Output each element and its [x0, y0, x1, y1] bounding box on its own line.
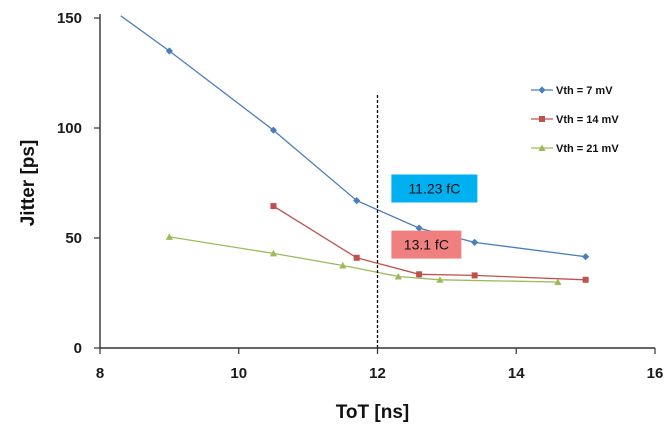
legend-item: Vth = 14 mV [531, 114, 619, 126]
annotation-label: 13.1 fC [404, 237, 449, 253]
y-tick-label: 150 [57, 10, 82, 27]
series-1 [270, 203, 589, 283]
legend-label: Vth = 21 mV [556, 143, 619, 155]
data-point [339, 261, 347, 269]
x-axis-title: ToT [ns] [336, 402, 410, 423]
series-0 [120, 15, 590, 261]
data-point [353, 197, 361, 205]
data-point [269, 249, 278, 257]
data-point [471, 238, 479, 246]
legend-label: Vth = 14 mV [556, 114, 619, 126]
data-point [582, 253, 590, 261]
data-point [554, 278, 562, 285]
legend-item: Vth = 7 mV [531, 85, 613, 97]
data-point [165, 233, 173, 240]
annotation-label: 11.23 fC [408, 181, 460, 197]
x-tick-label: 12 [369, 365, 386, 382]
series-2 [165, 233, 562, 285]
data-point [270, 203, 277, 210]
x-tick-label: 14 [508, 365, 525, 382]
data-point [416, 271, 423, 278]
data-point [436, 276, 444, 283]
legend-item: Vth = 21 mV [531, 143, 619, 155]
x-tick-label: 10 [230, 365, 247, 382]
annotation-layer: 11.23 fC 13.1 fC [391, 174, 478, 259]
y-tick-label: 100 [57, 120, 82, 137]
series-line [120, 15, 586, 258]
data-point [353, 254, 360, 261]
data-point [415, 224, 423, 232]
annotation-box [391, 174, 478, 203]
legend: Vth = 7 mV Vth = 14 mV Vth = 21 mV [531, 85, 619, 155]
series-layer [120, 15, 590, 285]
legend-marker [538, 86, 546, 94]
legend-marker [539, 116, 545, 122]
legend-label: Vth = 7 mV [556, 85, 613, 97]
annotation-box [391, 230, 462, 259]
x-tick-label: 8 [96, 365, 104, 382]
data-point [269, 126, 278, 134]
series-line [169, 236, 558, 283]
y-axis-title: Jitter [ps] [18, 140, 39, 227]
legend-marker [538, 144, 546, 151]
axes-layer: 0 50 100 150 8 10 12 14 16 [57, 10, 663, 382]
data-point [471, 272, 478, 279]
data-point [165, 47, 173, 55]
data-point [582, 276, 589, 283]
data-point [394, 272, 402, 280]
y-tick-label: 50 [65, 230, 82, 247]
y-tick-label: 0 [74, 340, 82, 357]
x-tick-label: 16 [647, 365, 664, 382]
